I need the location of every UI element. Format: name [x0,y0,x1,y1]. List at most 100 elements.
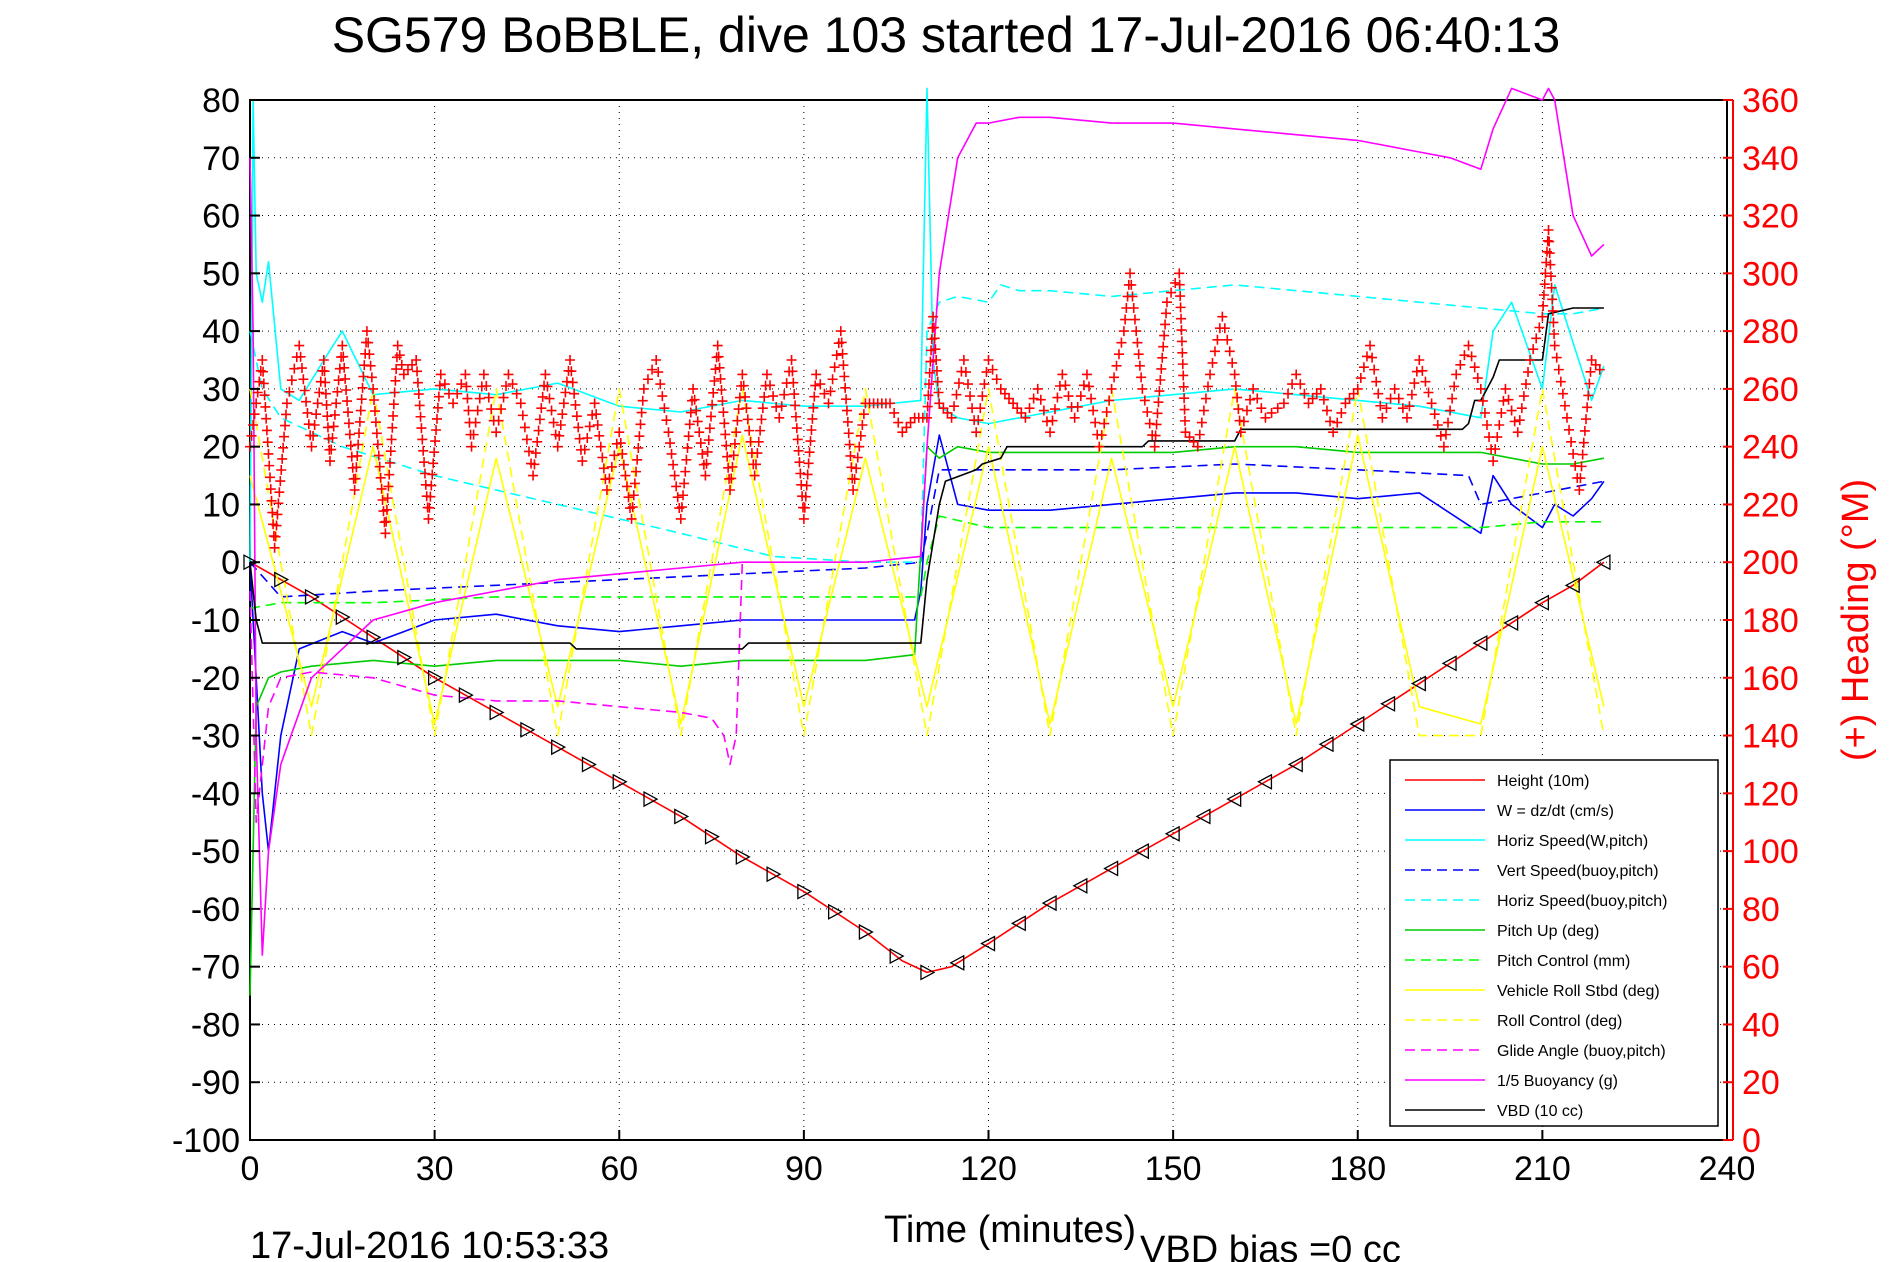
heading-marker [306,441,317,452]
heading-marker [924,379,935,390]
series-line-11 [249,307,1604,650]
heading-marker [353,439,364,450]
heading-marker [517,410,528,421]
y-tick-label: 30 [202,371,240,409]
heading-marker [1544,248,1555,259]
heading-marker [377,495,388,505]
heading-marker [532,436,543,447]
heading-marker [1525,355,1536,365]
heading-marker [1131,326,1142,337]
height-marker [1103,860,1119,877]
heading-marker [552,441,563,452]
heading-marker [579,444,590,455]
heading-marker [981,367,992,378]
heading-marker [815,379,826,390]
heading-marker [1174,279,1185,290]
heading-marker [387,422,398,433]
heading-marker [1494,420,1505,430]
heading-marker [1161,308,1172,319]
height-marker [335,609,351,626]
heading-marker [1129,314,1140,325]
y-tick-label: -10 [191,602,240,640]
heading-marker [1283,388,1293,399]
heading-marker [351,462,362,473]
heading-marker [800,491,811,502]
y-tick-label: -90 [191,1064,240,1102]
heading-marker [325,456,336,467]
heading-marker [932,376,943,387]
heading-marker [385,457,396,468]
heading-marker [380,528,391,539]
heading-marker [1449,381,1460,392]
height-marker [643,791,659,808]
heading-marker [577,456,588,467]
heading-marker [1355,373,1366,384]
height-marker [920,964,936,981]
heading-marker [381,504,392,515]
heading-marker [960,367,971,378]
heading-marker [827,374,838,385]
height-marker [551,739,567,756]
heading-marker [837,348,848,359]
y-right-tick-label: 280 [1742,313,1799,351]
heading-marker [269,542,280,553]
heading-marker [337,340,348,351]
heading-marker [1531,333,1542,344]
heading-marker [931,365,942,376]
heading-marker [1551,352,1562,363]
heading-marker [1375,400,1386,411]
heading-marker [370,417,381,428]
heading-marker [1133,349,1144,360]
heading-marker [373,450,384,461]
heading-marker [460,369,471,380]
heading-marker [352,450,363,461]
heading-marker [1426,398,1437,409]
heading-marker [1088,405,1099,416]
heading-marker [259,390,270,401]
heading-marker [265,472,276,483]
heading-marker [846,462,857,473]
heading-marker [339,362,350,373]
heading-marker [1174,268,1185,279]
heading-marker [709,376,720,387]
heading-marker [528,470,539,481]
heading-marker [1523,367,1534,378]
heading-marker [355,405,366,416]
heading-marker [263,448,274,459]
heading-marker [1543,225,1554,235]
heading-marker [1159,330,1170,341]
heading-marker [835,326,846,337]
heading-marker [1496,407,1507,418]
heading-marker [1057,369,1068,380]
y-right-tick-label: 140 [1742,718,1799,756]
heading-marker [716,385,727,395]
heading-marker [415,411,426,422]
heading-marker [598,463,609,474]
y-tick-label: -50 [191,833,240,871]
height-marker [1564,577,1580,594]
heading-marker [1336,407,1347,418]
heading-marker [429,447,440,458]
heading-marker [301,396,312,407]
heading-marker [857,420,868,430]
heading-marker [327,433,338,443]
heading-marker [1072,401,1083,412]
heading-marker [725,485,736,495]
legend-label: Pitch Up (deg) [1497,923,1599,940]
heading-marker [983,355,994,365]
heading-marker [1278,398,1289,409]
heading-marker [657,391,668,402]
heading-marker [507,379,518,390]
heading-marker [1537,311,1548,322]
heading-marker [1578,437,1589,448]
heading-marker [433,391,444,402]
heading-marker [1488,456,1499,467]
heading-marker [280,409,291,420]
heading-marker [946,412,957,423]
heading-marker [1175,291,1186,302]
heading-marker [1170,277,1181,288]
heading-marker [803,458,814,469]
heading-marker [1179,404,1190,415]
heading-marker [1369,364,1380,375]
heading-marker [669,470,680,481]
